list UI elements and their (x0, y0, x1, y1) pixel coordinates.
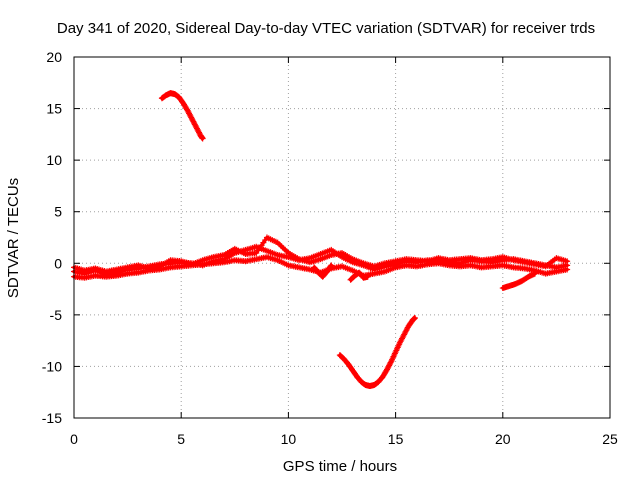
plot-frame (73, 56, 611, 419)
x-tick-label: 25 (602, 431, 618, 447)
data-point (411, 314, 418, 321)
y-tick-label: 10 (46, 152, 62, 168)
data-point (564, 266, 571, 273)
series-line (338, 316, 417, 388)
x-tick-label: 15 (388, 431, 404, 447)
x-tick-label: 10 (281, 431, 297, 447)
x-axis-label: GPS time / hours (283, 458, 397, 475)
tick-labels: 0 5 10 15 20 25 -15 -10 -5 0 5 10 15 20 (42, 49, 618, 447)
grid-lines (74, 57, 610, 418)
chart-title: Day 341 of 2020, Sidereal Day-to-day VTE… (57, 20, 595, 37)
axis-ticks (73, 56, 611, 419)
data-point (327, 263, 334, 270)
y-tick-label: 20 (46, 49, 62, 65)
data-point (328, 262, 335, 269)
x-tick-label: 5 (177, 431, 185, 447)
series-arc-low (336, 314, 418, 390)
series-band-3 (71, 234, 571, 275)
y-tick-label: 0 (54, 255, 62, 271)
x-tick-label: 0 (70, 431, 78, 447)
y-tick-label: -10 (42, 358, 62, 374)
series-fragment-a (347, 269, 371, 283)
x-tick-label: 20 (495, 431, 511, 447)
data-point (199, 135, 206, 142)
data-point (531, 270, 538, 277)
series-fragment-c (311, 262, 335, 280)
y-axis-label: SDTVAR / TECUs (5, 178, 22, 298)
data-point (364, 273, 371, 280)
series-fragment-b (499, 270, 538, 292)
y-tick-label: -5 (50, 307, 63, 323)
series-arc-high (158, 90, 206, 142)
y-tick-label: -15 (42, 410, 62, 426)
data-point (564, 258, 571, 265)
y-tick-label: 5 (54, 204, 62, 220)
y-tick-label: 15 (46, 101, 62, 117)
series-points (71, 90, 571, 390)
